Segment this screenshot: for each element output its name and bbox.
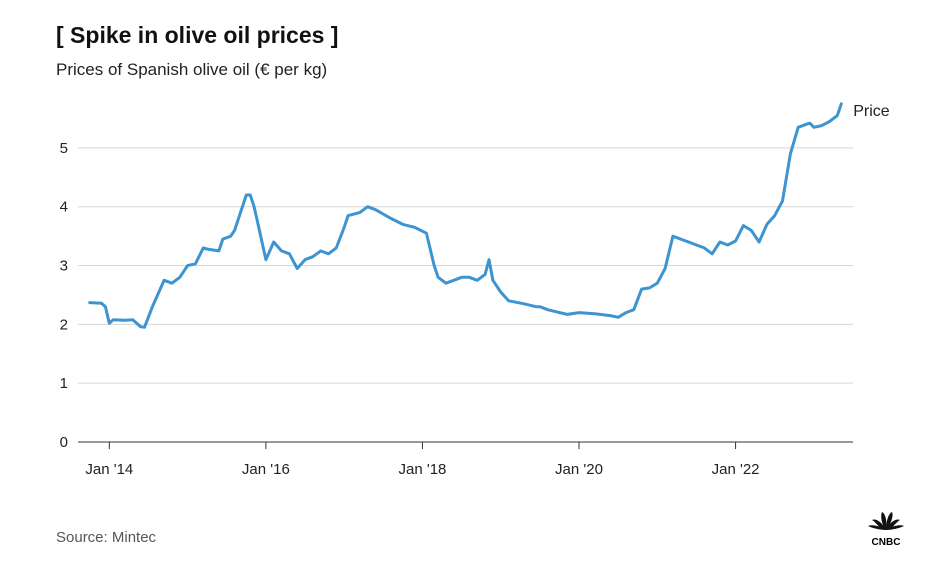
y-axis: 0 1 2 3 4 5 — [60, 140, 68, 451]
source-note: Source: Mintec — [56, 529, 157, 546]
cnbc-logo: CNBC — [868, 512, 904, 548]
x-tick-label: Jan '18 — [398, 461, 446, 478]
y-tick-label: 1 — [60, 375, 68, 392]
y-tick-label: 2 — [60, 316, 68, 333]
logo-text: CNBC — [872, 537, 901, 548]
series-line-price — [88, 102, 843, 329]
x-tick-label: Jan '22 — [712, 461, 760, 478]
x-axis: Jan '14 Jan '16 Jan '18 Jan '20 Jan '22 — [78, 441, 853, 478]
chart-title: [ Spike in olive oil prices ] — [56, 22, 339, 48]
y-tick-label: 5 — [60, 140, 68, 157]
x-tick-label: Jan '14 — [85, 461, 133, 478]
series-lines — [88, 102, 843, 329]
series-labels: Price — [853, 103, 890, 120]
y-tick-label: 3 — [60, 258, 68, 275]
gridlines — [78, 147, 853, 384]
y-tick-label: 4 — [60, 199, 68, 216]
y-tick-label: 0 — [60, 434, 68, 451]
x-tick-label: Jan '16 — [242, 461, 290, 478]
chart-subtitle: Prices of Spanish olive oil (€ per kg) — [56, 60, 328, 79]
x-tick-label: Jan '20 — [555, 461, 603, 478]
series-label: Price — [853, 103, 890, 120]
